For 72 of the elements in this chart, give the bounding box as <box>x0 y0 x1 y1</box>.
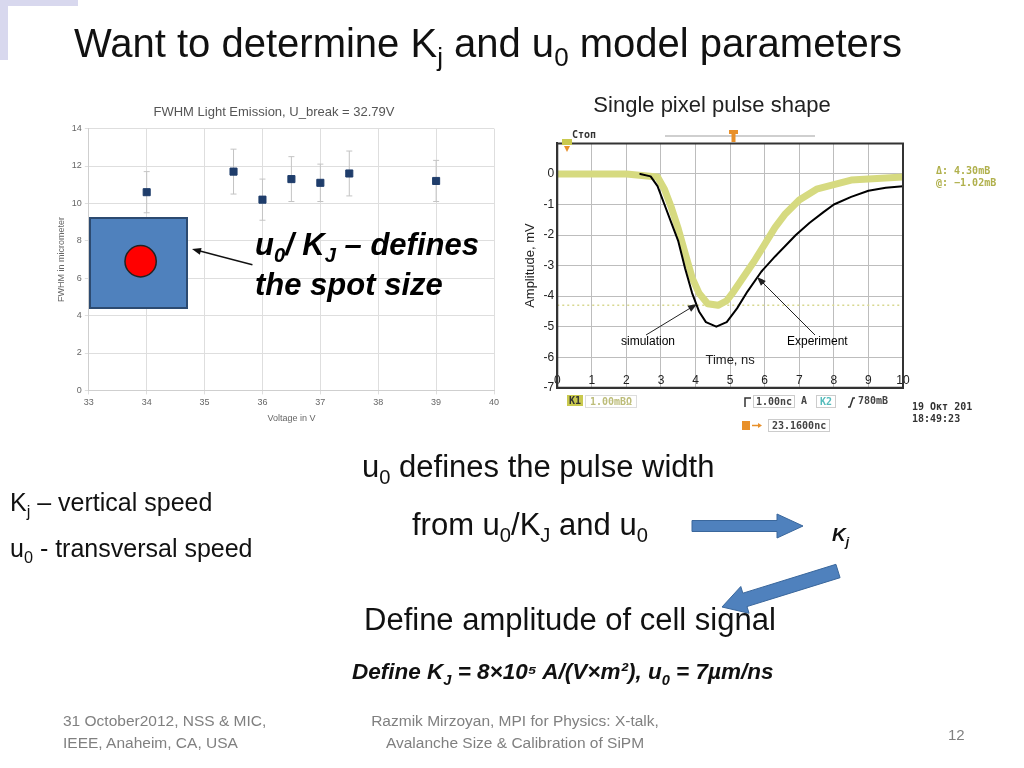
text: Define amplitude of cell signal <box>364 602 776 638</box>
point <box>229 167 238 176</box>
text: Want to determine K$_{j}$ and u$_{0}$ model parameters <box>74 21 903 72</box>
x-tick-label: 8 <box>830 373 838 388</box>
y-tick-label: 8 <box>76 235 82 246</box>
y-tick-label: 12 <box>71 160 82 171</box>
text: 19 Окт 201 <box>912 401 973 412</box>
y-tick-label: 0 <box>76 384 82 395</box>
text: 1.00nc <box>753 395 796 408</box>
point <box>258 195 267 204</box>
text: 18:49:23 <box>912 413 961 424</box>
x-tick-label: 36 <box>257 397 268 408</box>
y-tick-label: 10 <box>71 197 82 208</box>
text: K1 <box>567 395 584 406</box>
x-axis-title: Voltage in V <box>267 413 316 424</box>
y-tick-label: -6 <box>543 349 555 364</box>
text: K$_{j}$ – vertical speed <box>10 488 213 520</box>
y-tick-label: -3 <box>543 257 555 272</box>
x-tick-label: 38 <box>373 397 384 408</box>
y-axis-title: Amplitude, mV <box>522 223 538 308</box>
x-tick-label: 9 <box>865 373 873 388</box>
text: Δ: 4.30mB <box>936 165 991 176</box>
text: 1.00mBΩ <box>585 395 638 408</box>
y-tick-label: -2 <box>543 227 555 242</box>
text: A <box>801 395 808 406</box>
x-tick-label: 1 <box>588 373 596 388</box>
y-axis-title: FWHM in micrometer <box>55 217 66 302</box>
y-tick-label: 0 <box>547 166 555 181</box>
chart-title: FWHM Light Emission, U_break = 32.79V <box>153 104 395 120</box>
text: Стоп <box>572 129 597 140</box>
x-tick-label: 34 <box>141 397 152 408</box>
x-tick-label: 6 <box>761 373 769 388</box>
text: Experiment <box>787 334 848 348</box>
point <box>142 188 151 197</box>
y-tick-label: -7 <box>543 380 555 395</box>
y-tick-label: -1 <box>543 196 555 211</box>
x-axis-title: Time, ns <box>705 351 756 367</box>
x-tick-label: 37 <box>315 397 326 408</box>
x-tick-label: 4 <box>692 373 700 388</box>
point <box>287 175 296 184</box>
text: Razmik Mirzoyan, MPI for Physics: X-talk, Avalanche Size & Calibration of SiPM <box>370 711 660 753</box>
y-tick-label: -5 <box>543 319 555 334</box>
chart-title: Single pixel pulse shape <box>593 92 831 118</box>
x-tick-label: 5 <box>726 373 734 388</box>
text: 780mB <box>858 395 889 406</box>
y-tick-label: 6 <box>76 272 82 283</box>
text: K2 <box>816 395 837 408</box>
text: 23.1600nc <box>768 419 831 432</box>
x-tick-label: 3 <box>657 373 665 388</box>
text: Define K$_{J}$ = 8×10⁵ A/(V×m²), u$_{0}$ = 7µm/ns <box>352 659 774 688</box>
x-tick-label: 35 <box>199 397 210 408</box>
x-tick-label: 7 <box>795 373 803 388</box>
text: from u$_{0}$/K$_{J}$ and u$_{0}$ <box>412 507 648 547</box>
text: @: −1.02mB <box>936 177 997 188</box>
y-tick-label: 2 <box>76 347 82 358</box>
annotation: u$_{0}$/ K$_{J}$ – defines the spot size <box>255 226 480 305</box>
text: u$_{0}$ - transversal speed <box>10 534 253 566</box>
x-tick-label: 33 <box>83 397 94 408</box>
text: 31 October2012, NSS & MIC, IEEE, Anaheim, CA, USA <box>63 711 268 753</box>
point <box>345 169 354 178</box>
text: K$_{j}$ <box>832 524 850 549</box>
text: 12 <box>948 726 965 743</box>
y-tick-label: 14 <box>71 123 82 134</box>
y-tick-label: 4 <box>76 310 82 321</box>
x-tick-label: 2 <box>623 373 631 388</box>
text: u$_{0}$ defines the pulse width <box>362 449 715 489</box>
text: simulation <box>621 334 676 348</box>
x-tick-label: 40 <box>488 397 500 408</box>
y-tick-label: -4 <box>543 288 555 303</box>
point <box>316 178 325 187</box>
x-tick-label: 39 <box>431 397 442 408</box>
point <box>432 176 441 185</box>
